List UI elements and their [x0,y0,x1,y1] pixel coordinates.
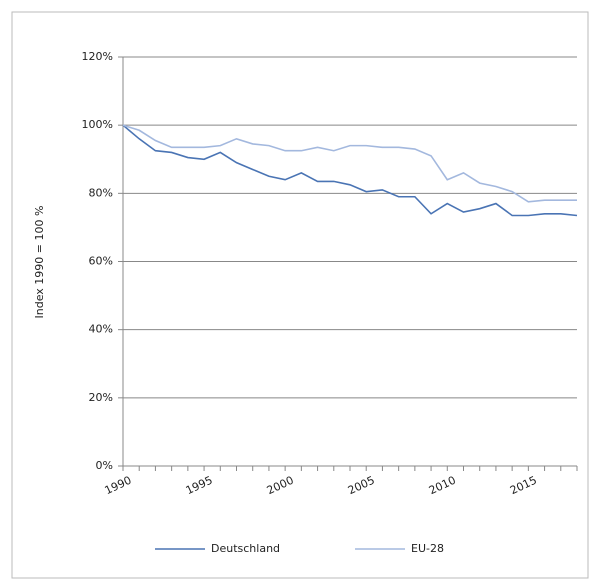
y-tick-label: 80% [89,186,113,199]
legend-label: EU-28 [411,542,444,555]
y-axis-label: Index 1990 = 100 % [33,206,46,319]
series-line [122,124,578,217]
y-tick-label: 120% [82,50,113,63]
legend-label: Deutschland [211,542,280,555]
y-tick-label: 20% [89,391,113,404]
y-tick-label: 100% [82,118,113,131]
y-tick-label: 0% [96,459,113,472]
y-tick-label: 40% [89,323,113,336]
chart-border [11,11,589,579]
series-line [122,124,577,203]
y-tick-label: 60% [89,255,113,268]
